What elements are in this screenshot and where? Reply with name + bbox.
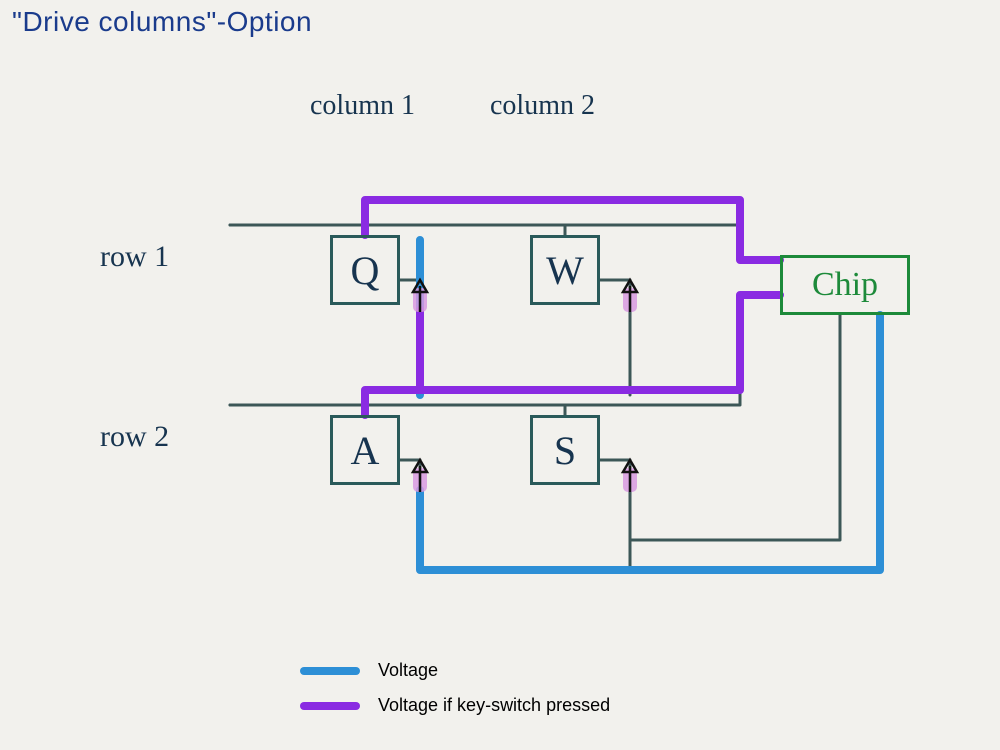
key-W: W	[530, 235, 600, 305]
key-S-label: S	[554, 427, 576, 474]
legend-voltage-swatch	[300, 667, 360, 675]
legend-voltage-text: Voltage	[378, 660, 438, 681]
legend-voltage-pressed: Voltage if key-switch pressed	[300, 695, 610, 716]
legend-voltage: Voltage	[300, 660, 438, 681]
diodes	[413, 280, 637, 492]
label-column-2: column 2	[490, 90, 595, 122]
key-Q: Q	[330, 235, 400, 305]
key-A: A	[330, 415, 400, 485]
key-A-label: A	[351, 427, 380, 474]
legend-voltage-pressed-text: Voltage if key-switch pressed	[378, 695, 610, 716]
label-column-1: column 1	[310, 90, 415, 122]
chip-label: Chip	[812, 266, 878, 304]
key-Q-label: Q	[351, 247, 380, 294]
legend-voltage-pressed-swatch	[300, 702, 360, 710]
chip-box: Chip	[780, 255, 910, 315]
key-S: S	[530, 415, 600, 485]
label-row-1: row 1	[100, 240, 169, 274]
label-row-2: row 2	[100, 420, 169, 454]
voltage-pressed-wires	[365, 200, 780, 415]
page-title: "Drive columns"-Option	[12, 6, 312, 38]
key-W-label: W	[546, 247, 584, 294]
